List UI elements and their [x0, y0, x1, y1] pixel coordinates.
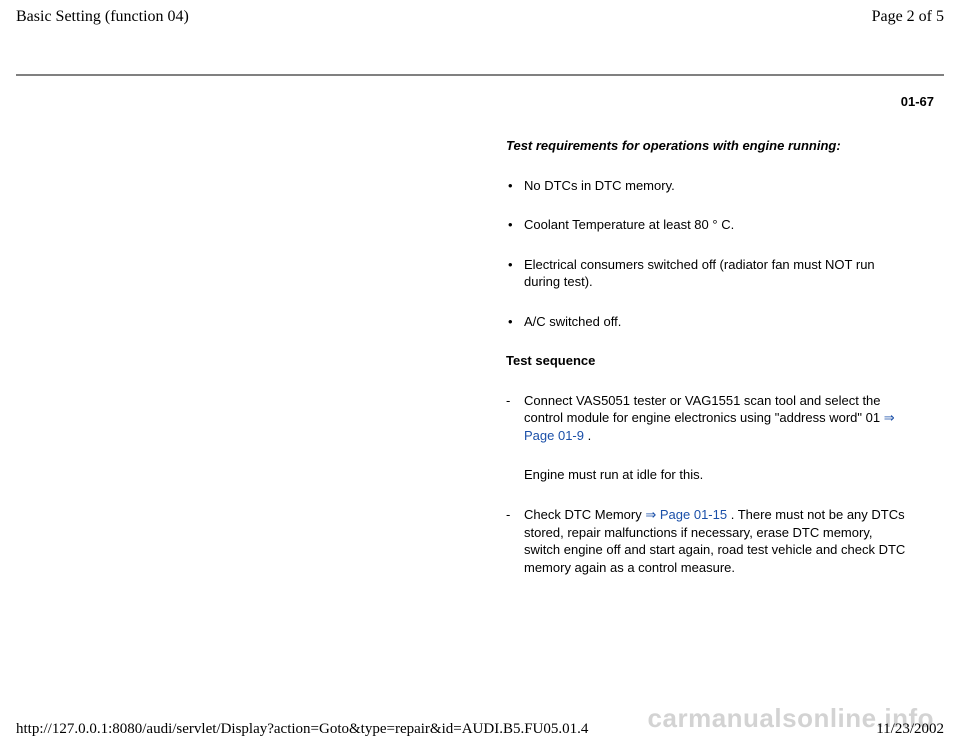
footer-date: 11/23/2002: [876, 721, 944, 738]
step-item: - Connect VAS5051 tester or VAG1551 scan…: [506, 392, 912, 445]
step-marker: -: [506, 506, 524, 576]
page-counter: Page 2 of 5: [872, 8, 944, 26]
bullet-text: A/C switched off.: [524, 314, 621, 329]
footer-url: http://127.0.0.1:8080/audi/servlet/Displ…: [16, 721, 588, 738]
list-item: A/C switched off.: [506, 313, 912, 331]
step-marker: -: [506, 392, 524, 445]
step-body: Check DTC Memory: [524, 507, 645, 522]
page-header: Basic Setting (function 04) Page 2 of 5: [16, 8, 944, 26]
sequence-heading: Test sequence: [506, 352, 912, 370]
step-item: - Check DTC Memory ⇒ Page 01-15 . There …: [506, 506, 912, 576]
arrow-icon: ⇒: [645, 507, 656, 522]
bullet-text: Coolant Temperature at least 80: [524, 217, 712, 232]
step-body: Connect VAS5051 tester or VAG1551 scan t…: [524, 393, 884, 426]
document-page: Basic Setting (function 04) Page 2 of 5 …: [0, 0, 960, 742]
bullet-text: No DTCs in DTC memory.: [524, 178, 675, 193]
step-item: Engine must run at idle for this.: [506, 466, 912, 484]
divider: [16, 74, 944, 76]
step-body: .: [584, 428, 591, 443]
list-item: Electrical consumers switched off (radia…: [506, 256, 912, 291]
doc-title: Basic Setting (function 04): [16, 8, 189, 26]
step-text: Engine must run at idle for this.: [524, 466, 912, 484]
list-item: Coolant Temperature at least 80 ° C.: [506, 216, 912, 234]
step-marker: [506, 466, 524, 484]
main-content: Test requirements for operations with en…: [506, 137, 912, 576]
arrow-icon: ⇒: [884, 410, 895, 425]
bullet-text: Electrical consumers switched off (radia…: [524, 257, 875, 290]
list-item: No DTCs in DTC memory.: [506, 177, 912, 195]
page-reference: 01-67: [16, 94, 944, 109]
page-link[interactable]: Page 01-15: [656, 507, 727, 522]
bullet-text: C.: [718, 217, 735, 232]
requirements-heading: Test requirements for operations with en…: [506, 137, 912, 155]
page-link[interactable]: Page 01-9: [524, 428, 584, 443]
step-text: Check DTC Memory ⇒ Page 01-15 . There mu…: [524, 506, 912, 576]
requirements-list: No DTCs in DTC memory. Coolant Temperatu…: [506, 177, 912, 331]
step-text: Connect VAS5051 tester or VAG1551 scan t…: [524, 392, 912, 445]
page-footer: http://127.0.0.1:8080/audi/servlet/Displ…: [16, 721, 944, 738]
sequence-steps: - Connect VAS5051 tester or VAG1551 scan…: [506, 392, 912, 576]
